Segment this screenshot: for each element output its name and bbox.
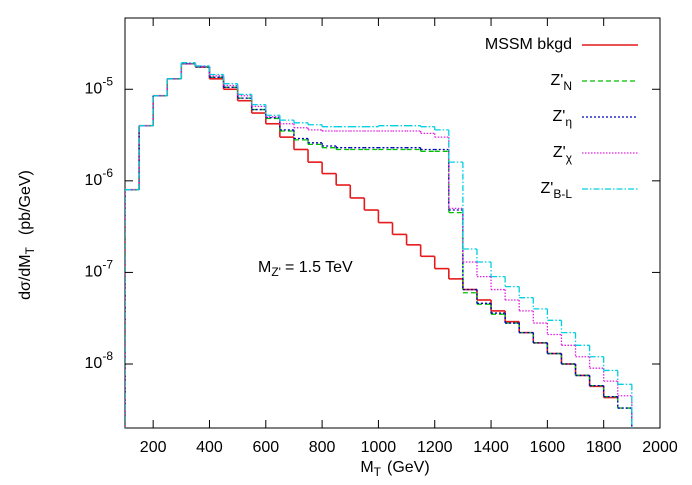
legend-label: Z'χ	[553, 144, 573, 165]
legend-name: Z'	[540, 180, 553, 197]
x-tick-label: 1800	[586, 439, 622, 456]
legend-sub: χ	[566, 151, 573, 165]
legend-sub: B-L	[553, 187, 572, 201]
x-tick-label: 1200	[417, 439, 453, 456]
y-tick-exponent: -7	[102, 258, 113, 272]
legend-sub: η	[565, 115, 572, 129]
y-tick-base: 10	[85, 172, 103, 189]
legend-label: MSSM bkgd	[485, 36, 572, 53]
y-tick-label: 10-8	[85, 349, 114, 372]
y-tick-base: 10	[85, 355, 103, 372]
y-tick-base: 10	[85, 264, 103, 281]
x-tick-label: 1600	[530, 439, 566, 456]
y-tick-label: 10-6	[85, 166, 114, 189]
legend-label: Z'N	[551, 72, 573, 93]
x-tick-label: 800	[309, 439, 336, 456]
legend-name: Z'	[551, 72, 564, 89]
legend-label: Z'B-L	[540, 180, 572, 201]
legend-name: Z'	[553, 144, 566, 161]
x-tick-label: 1000	[361, 439, 397, 456]
y-tick-base: 10	[85, 80, 103, 97]
x-tick-label: 2000	[642, 439, 678, 456]
x-tick-label: 1400	[473, 439, 509, 456]
y-tick-label: 10-5	[85, 74, 114, 97]
legend-sub: N	[563, 79, 572, 93]
y-tick-exponent: -6	[102, 166, 113, 180]
x-axis-label: MT (GeV)	[360, 459, 429, 479]
legend-name: MSSM bkgd	[485, 36, 572, 53]
x-tick-label: 400	[196, 439, 223, 456]
y-tick-exponent: -8	[102, 349, 113, 363]
x-tick-label: 600	[252, 439, 279, 456]
y-tick-exponent: -5	[102, 74, 113, 88]
legend-label: Z'η	[552, 108, 572, 129]
y-axis-label: dσ/dMT(pb/GeV)	[17, 170, 37, 300]
annotation: MZ' = 1.5 TeV	[258, 259, 353, 279]
y-tick-label: 10-7	[85, 258, 114, 281]
legend-name: Z'	[552, 108, 565, 125]
x-tick-label: 200	[140, 439, 167, 456]
